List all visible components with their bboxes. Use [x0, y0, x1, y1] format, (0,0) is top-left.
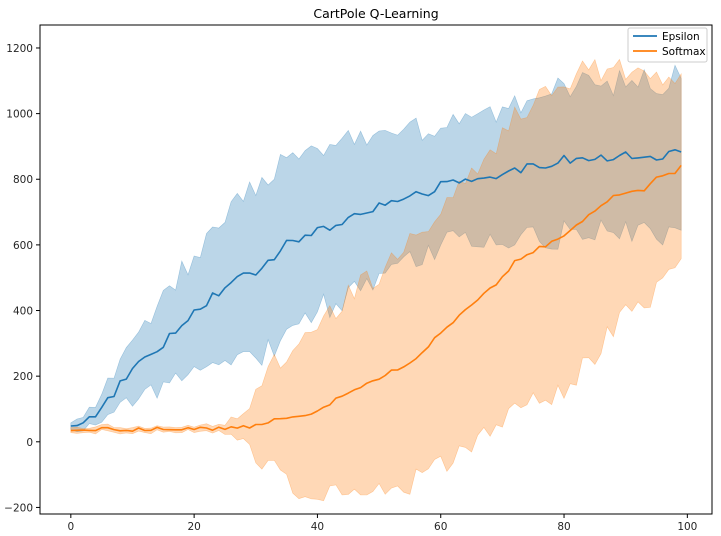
x-tick-label: 100 [677, 521, 697, 533]
band-epsilon [70, 64, 682, 433]
legend: Epsilon Softmax [627, 27, 708, 63]
band-softmax [70, 58, 682, 502]
chart-title: CartPole Q-Learning [313, 6, 438, 21]
y-tick-label: 400 [13, 306, 33, 318]
legend-label-softmax: Softmax [662, 46, 706, 58]
x-tick-label: 80 [557, 521, 570, 533]
x-tick-label: 40 [311, 521, 324, 533]
x-tick-label: 0 [67, 521, 74, 533]
x-axis: 0 20 40 60 80 100 [67, 514, 697, 533]
legend-label-epsilon: Epsilon [662, 31, 700, 43]
y-tick-label: 1000 [6, 109, 33, 121]
y-tick-label: 0 [26, 437, 33, 449]
y-axis: −200 0 200 400 600 800 1000 1200 [4, 43, 40, 514]
y-tick-label: 1200 [6, 43, 33, 55]
line-epsilon [70, 149, 682, 427]
line-softmax [70, 164, 682, 432]
plot-area [70, 58, 682, 502]
x-tick-label: 60 [434, 521, 447, 533]
y-tick-label: 600 [13, 240, 33, 252]
x-tick-label: 20 [187, 521, 200, 533]
y-tick-label: 800 [13, 174, 33, 186]
y-tick-label: −200 [4, 502, 33, 514]
y-tick-label: 200 [13, 371, 33, 383]
axes-frame [39, 24, 713, 515]
